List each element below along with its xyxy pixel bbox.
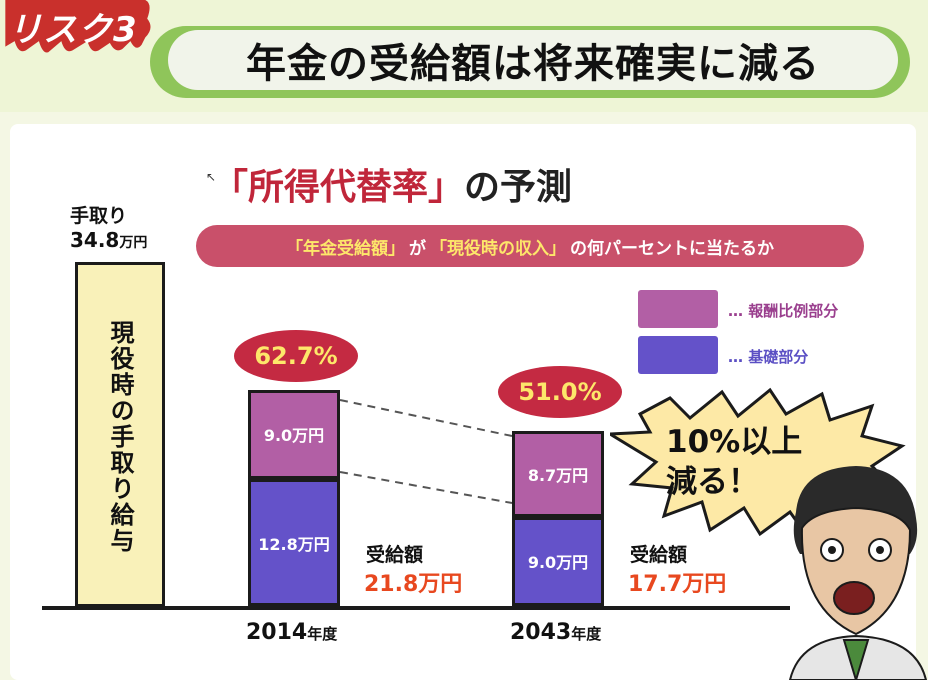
subtitle-term: 所得代替率 xyxy=(248,167,429,208)
replacement-rate-2014: 62.7% xyxy=(234,330,358,382)
legend-label-hobo: … 報酬比例部分 xyxy=(728,302,839,320)
explanation-pill: 「年金受給額」 が 「現役時の収入」 の何パーセントに当たるか xyxy=(196,225,864,267)
bar-label-kiso-0: 12.8万円 xyxy=(258,534,330,554)
burst-line1: 10%以上 xyxy=(666,424,803,460)
takehome-value: 34.8 xyxy=(70,228,120,252)
note-a: 「年金受給額」 xyxy=(286,238,405,259)
bar-hobo-0: 9.0万円 xyxy=(248,389,340,480)
bar-label-kiso-1: 9.0万円 xyxy=(527,553,589,573)
bar-label-hobo-1: 8.7万円 xyxy=(527,465,589,485)
burst-line2: 減る！ xyxy=(666,464,759,500)
rate-2014-value: 62.7% xyxy=(254,342,338,370)
takehome-label: 手取り 34.8万円 xyxy=(70,204,147,255)
shocked-man-illustration xyxy=(788,466,928,680)
speech-burst-text: 10%以上 減る！ xyxy=(666,422,802,502)
risk-badge xyxy=(5,0,151,53)
year-label-2014: 2014年度 xyxy=(246,620,337,645)
takehome-bar xyxy=(75,262,165,607)
takehome-bar-text: 現役時の手取り給与 xyxy=(106,320,134,554)
subtitle-rest: の予測 xyxy=(464,167,573,208)
rate-2043-value: 51.0% xyxy=(518,378,602,406)
legend-swatch-hobo xyxy=(638,290,718,328)
takehome-label-line1: 手取り xyxy=(70,205,128,227)
note-d: の何パーセントに当たるか xyxy=(570,238,774,259)
total-label-2043: 受給額 xyxy=(630,544,688,566)
subtitle-close: 」 xyxy=(428,167,465,208)
risk-badge-label: リスク3 xyxy=(8,10,138,50)
total-value-2014: 21.8万円 xyxy=(364,572,463,597)
year-2014-num: 2014 xyxy=(246,620,308,645)
bar-label-hobo-0: 9.0万円 xyxy=(263,426,325,446)
subtitle-open: 「 xyxy=(212,167,249,208)
total-label-2014: 受給額 xyxy=(366,544,424,566)
replacement-rate-2043: 51.0% xyxy=(498,366,622,418)
year-2014-unit: 年度 xyxy=(307,625,338,643)
mouse-cursor-icon: ↖ xyxy=(206,170,217,184)
takehome-unit: 万円 xyxy=(119,235,148,251)
legend-label-kiso: … 基礎部分 xyxy=(728,348,809,366)
chart-baseline xyxy=(42,606,790,610)
year-2043-unit: 年度 xyxy=(571,625,602,643)
legend-swatch-kiso xyxy=(638,336,718,374)
bar-kiso-1: 9.0万円 xyxy=(512,516,604,606)
page-title: 年金の受給額は将来確実に減る xyxy=(168,30,898,90)
bar-hobo-1: 8.7万円 xyxy=(512,430,604,517)
year-2043-num: 2043 xyxy=(510,620,572,645)
note-b: が xyxy=(409,238,426,259)
note-c: 「現役時の収入」 xyxy=(430,238,566,259)
chart-subtitle: 「所得代替率」の予測 xyxy=(212,158,572,210)
bar-kiso-0: 12.8万円 xyxy=(248,479,340,606)
open-mouth-icon xyxy=(833,581,875,615)
total-value-2043: 17.7万円 xyxy=(628,572,727,597)
year-label-2043: 2043年度 xyxy=(510,620,601,645)
